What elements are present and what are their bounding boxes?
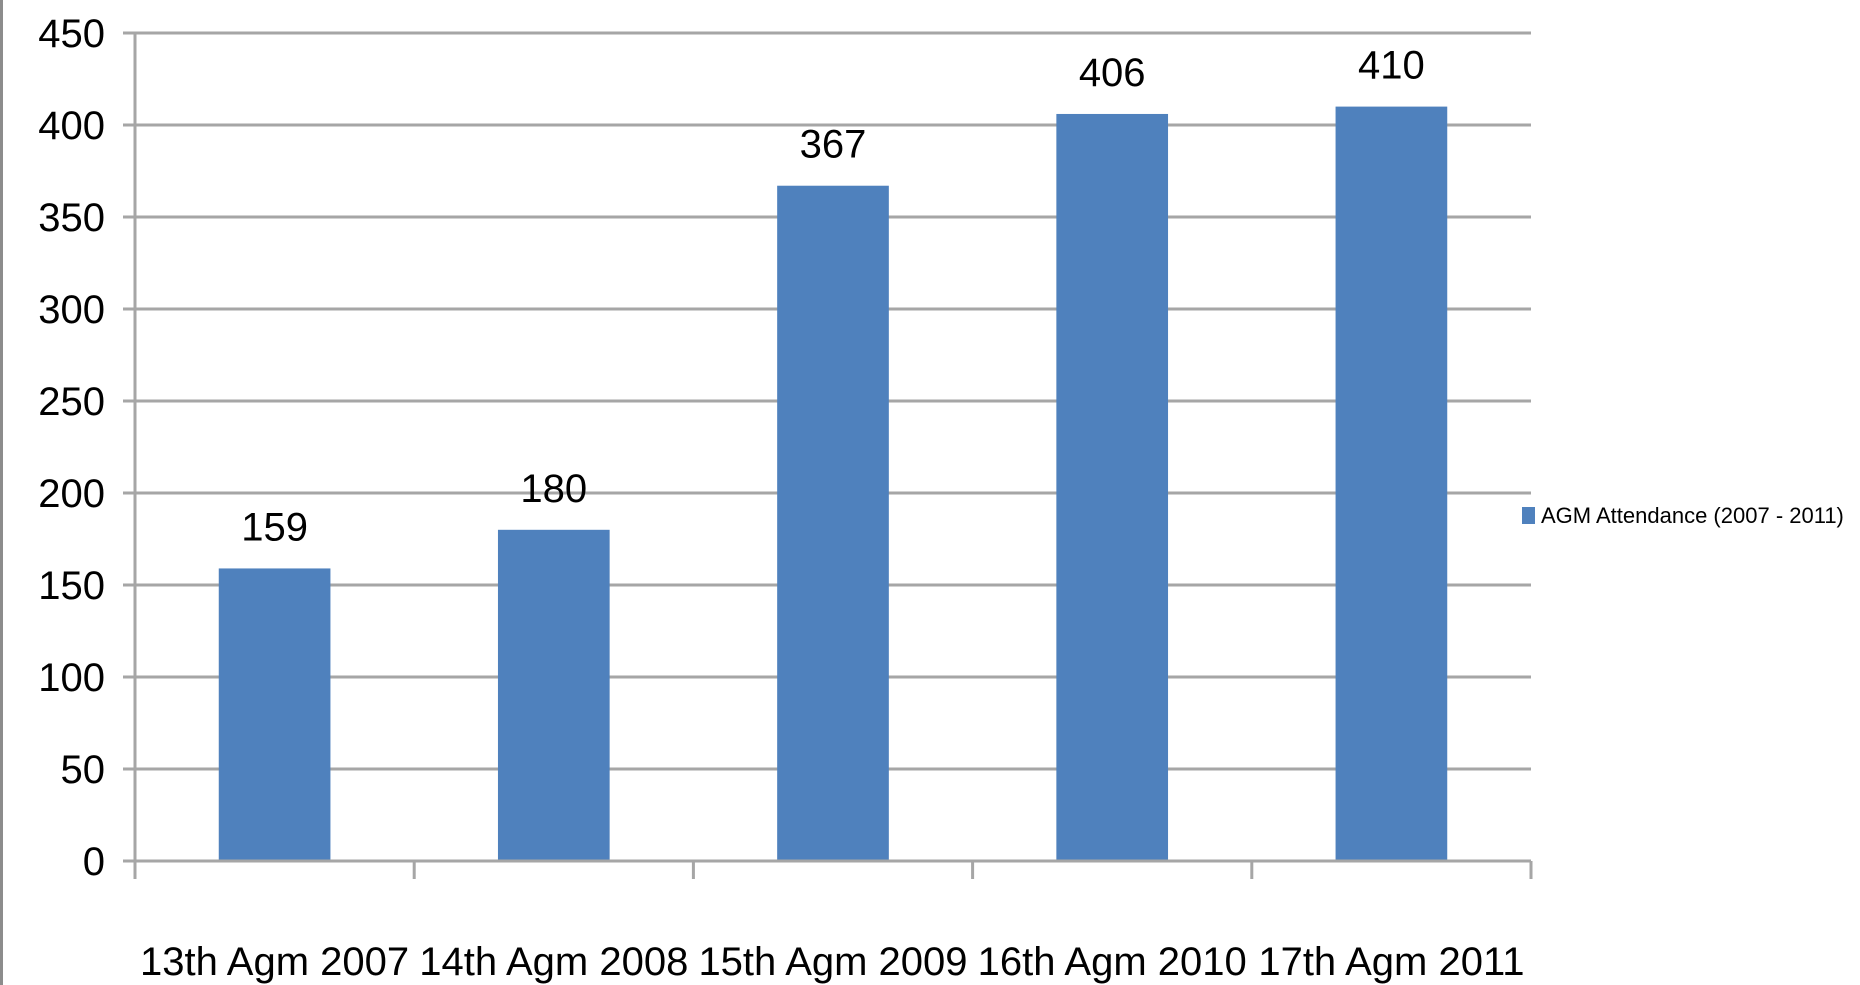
y-tick-label: 250 bbox=[38, 380, 105, 424]
y-axis-ticks: 0 50 100 150 200 250 300 350 400 450 bbox=[38, 12, 105, 884]
y-tick-label: 300 bbox=[38, 288, 105, 332]
bar-0 bbox=[218, 568, 331, 861]
data-label-1: 180 bbox=[520, 467, 587, 511]
x-axis-ticks: 13th Agm 2007 14th Agm 2008 15th Agm 2009 1… bbox=[140, 940, 1524, 984]
y-tick-label: 400 bbox=[38, 104, 105, 148]
x-category-label: 16th Agm 2010 bbox=[978, 940, 1247, 984]
y-tick-label: 0 bbox=[83, 840, 105, 884]
bar-3 bbox=[1056, 113, 1169, 861]
data-label-2: 367 bbox=[800, 123, 867, 167]
data-label-0: 159 bbox=[241, 505, 308, 549]
x-category-label: 13th Agm 2007 bbox=[140, 940, 409, 984]
legend-label: AGM Attendance (2007 - 2011) bbox=[1541, 503, 1844, 528]
bar-2 bbox=[777, 185, 889, 862]
y-tick-label: 50 bbox=[61, 748, 106, 792]
bar-4 bbox=[1335, 106, 1448, 862]
y-tick-label: 450 bbox=[38, 12, 105, 56]
x-category-label: 14th Agm 2008 bbox=[419, 940, 688, 984]
frame-border bbox=[0, 0, 3, 985]
bar-1 bbox=[497, 529, 610, 861]
data-label-4: 410 bbox=[1358, 44, 1425, 88]
data-label-3: 406 bbox=[1079, 51, 1146, 95]
y-tick-label: 100 bbox=[38, 656, 105, 700]
bars bbox=[218, 106, 1448, 862]
legend-swatch bbox=[1522, 507, 1535, 524]
y-tick-label: 150 bbox=[38, 564, 105, 608]
y-tick-label: 200 bbox=[38, 472, 105, 516]
x-category-label: 17th Agm 2011 bbox=[1258, 940, 1524, 984]
axes bbox=[133, 33, 1533, 879]
y-tick-label: 350 bbox=[38, 196, 105, 240]
x-category-label: 15th Agm 2009 bbox=[698, 940, 967, 984]
data-labels: 159 180 367 406 410 bbox=[241, 44, 1425, 550]
legend: AGM Attendance (2007 - 2011) bbox=[1522, 503, 1844, 528]
